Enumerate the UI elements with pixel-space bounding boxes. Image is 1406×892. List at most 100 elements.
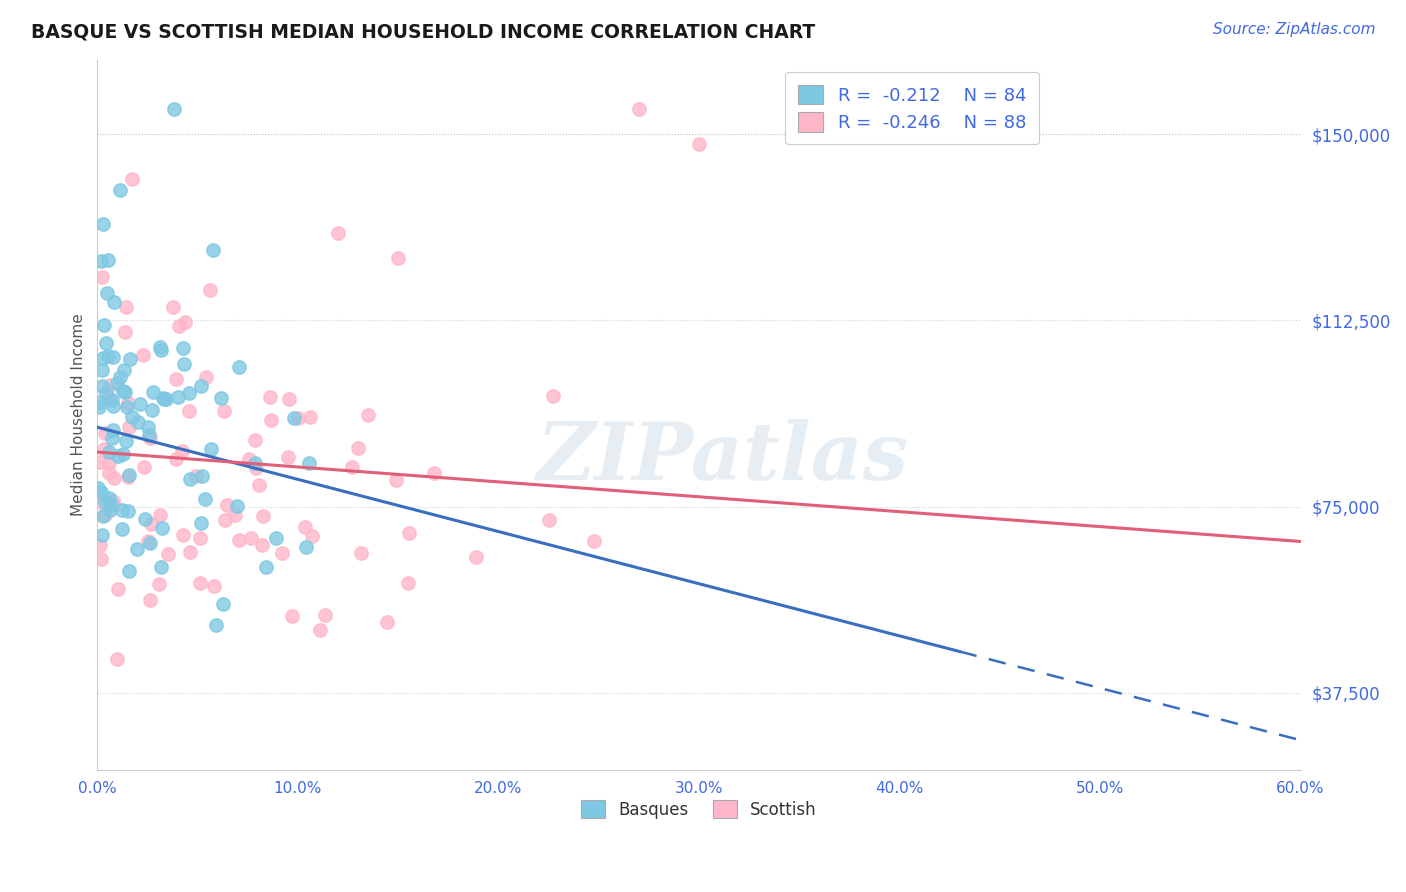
Point [117,401,139,415]
Point [115,300,138,314]
Point [173,315,195,329]
Point [215,498,238,512]
Point [350,545,373,559]
Point [125,541,148,556]
Point [118,468,141,483]
Point [179,472,201,486]
Point [110,522,132,536]
Point [138,428,160,442]
Point [107,450,129,464]
Point [149,340,172,354]
Point [252,508,274,523]
Point [127,415,149,429]
Point [173,358,195,372]
Point [91,351,114,366]
Point [309,623,332,637]
Point [228,533,250,547]
Point [87,481,110,495]
Point [90,379,112,393]
Point [117,504,139,518]
Point [226,499,249,513]
Point [90,485,112,500]
Point [190,516,212,531]
Point [110,503,132,517]
Point [94,336,117,351]
Point [283,410,305,425]
Point [97,350,120,364]
Point [165,372,187,386]
Point [90,495,112,509]
Point [177,385,200,400]
Point [93,318,115,333]
Point [97,253,120,268]
Point [89,394,111,409]
Point [89,455,111,469]
Point [243,433,266,447]
Point [170,444,193,458]
Point [136,419,159,434]
Point [107,376,129,390]
Point [100,393,122,408]
Point [398,526,420,541]
Point [211,597,233,611]
Point [172,528,194,542]
Point [162,103,184,117]
Point [214,513,236,527]
Point [205,618,228,632]
Point [200,442,222,457]
Point [91,528,114,542]
Point [277,392,299,406]
Point [347,442,370,456]
Point [96,385,118,400]
Point [224,508,246,523]
Point [194,491,217,506]
Point [112,363,135,377]
Point [107,582,129,596]
Point [277,450,299,465]
Point [297,456,319,470]
Point [238,452,260,467]
Point [247,478,270,492]
Point [190,379,212,393]
Point [541,389,564,403]
Text: BASQUE VS SCOTTISH MEDIAN HOUSEHOLD INCOME CORRELATION CHART: BASQUE VS SCOTTISH MEDIAN HOUSEHOLD INCO… [31,22,815,41]
Point [270,546,292,560]
Point [150,343,173,357]
Point [294,520,316,534]
Point [101,351,124,365]
Point [326,227,349,241]
Point [340,459,363,474]
Point [98,391,121,405]
Point [150,521,173,535]
Point [152,391,174,405]
Point [396,576,419,591]
Point [139,431,162,445]
Point [103,493,125,508]
Point [150,560,173,574]
Point [202,579,225,593]
Point [266,531,288,545]
Text: Source: ZipAtlas.com: Source: ZipAtlas.com [1212,22,1375,37]
Point [356,408,378,422]
Point [87,400,110,414]
Point [110,370,132,384]
Point [139,592,162,607]
Point [93,442,115,457]
Point [134,512,156,526]
Point [464,550,486,565]
Point [423,466,446,480]
Point [149,508,172,522]
Point [156,547,179,561]
Point [120,352,142,367]
Point [259,413,281,427]
Text: ZIPatlas: ZIPatlas [537,418,910,496]
Point [94,426,117,441]
Point [212,404,235,418]
Legend: Basques, Scottish: Basques, Scottish [575,794,823,826]
Point [281,608,304,623]
Point [142,384,165,399]
Point [100,503,122,517]
Point [179,544,201,558]
Point [167,318,190,333]
Point [177,403,200,417]
